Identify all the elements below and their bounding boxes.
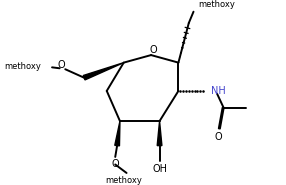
Text: O: O xyxy=(58,60,65,70)
Text: O: O xyxy=(214,132,222,142)
Text: OH: OH xyxy=(152,164,167,174)
Polygon shape xyxy=(157,121,162,146)
Polygon shape xyxy=(115,121,120,146)
Text: NH: NH xyxy=(211,86,226,96)
Text: methoxy: methoxy xyxy=(105,176,142,185)
Text: methoxy: methoxy xyxy=(4,62,41,71)
Text: O: O xyxy=(149,45,157,55)
Text: O: O xyxy=(112,159,119,169)
Text: methoxy: methoxy xyxy=(198,0,235,9)
Polygon shape xyxy=(83,63,124,80)
